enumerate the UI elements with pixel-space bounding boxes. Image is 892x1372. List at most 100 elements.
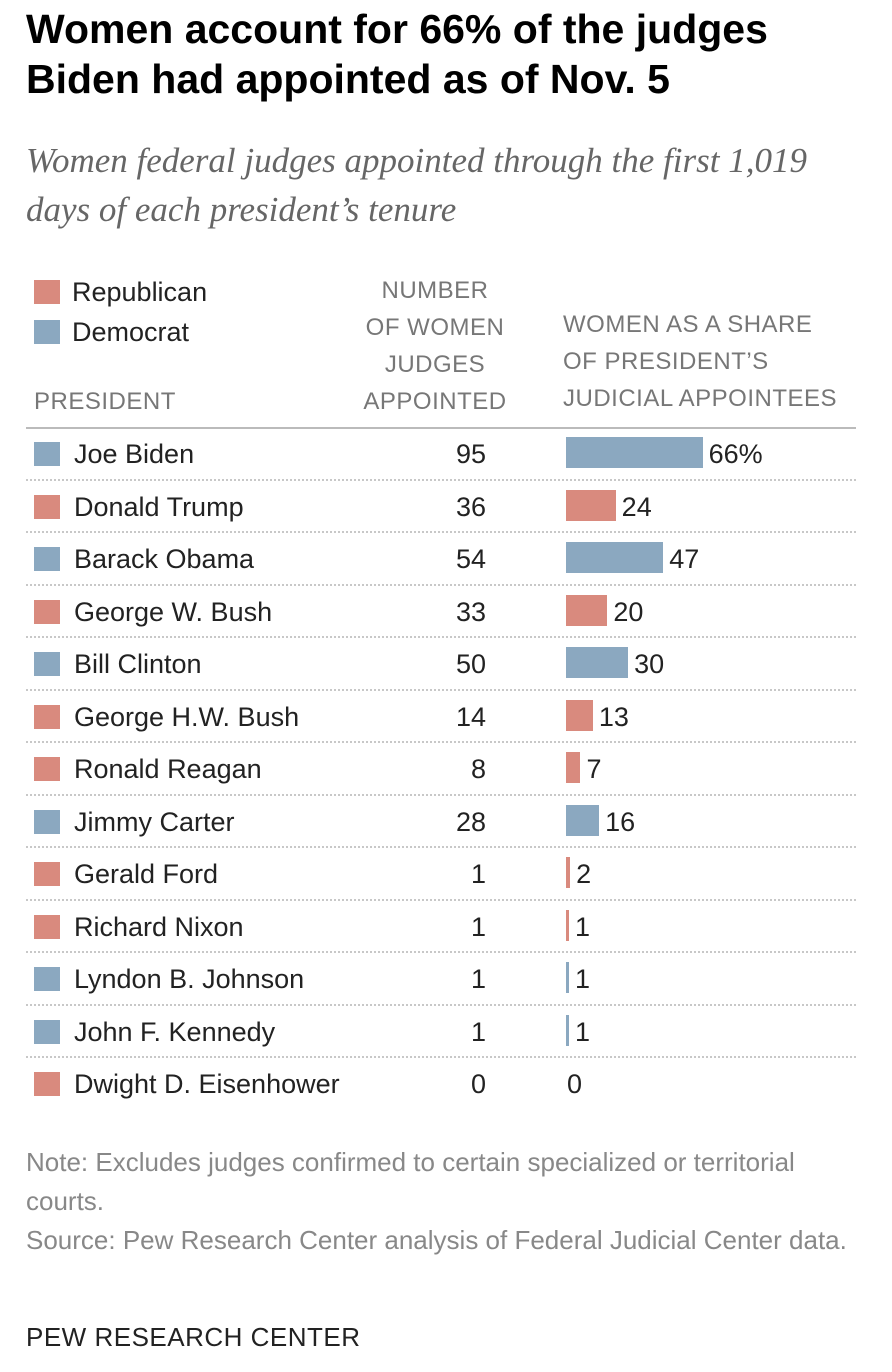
table-row: Richard Nixon 1 1 <box>26 901 856 953</box>
women-judges-count: 50 <box>455 649 486 679</box>
women-judges-count: 0 <box>470 1069 486 1099</box>
share-bar <box>566 804 600 836</box>
legend-swatch-republican <box>34 280 60 304</box>
share-bar <box>566 594 608 626</box>
women-judges-count: 1 <box>470 859 486 889</box>
president-name: Joe Biden <box>74 439 195 469</box>
table-row: Barack Obama 54 47 <box>26 533 856 586</box>
chart-rows: Joe Biden 95 66% Donald Trump 36 24 Barack Oba… <box>26 428 856 1111</box>
share-bar <box>566 909 569 941</box>
column-header-number-line: JUDGES <box>384 351 486 378</box>
women-judges-count: 8 <box>470 754 486 784</box>
president-name: George H.W. Bush <box>74 701 300 732</box>
share-value-label: 1 <box>575 964 591 994</box>
women-judges-count: 28 <box>455 806 486 837</box>
share-bar <box>566 647 629 678</box>
share-value-label: 20 <box>613 596 644 627</box>
table-row: Ronald Reagan 8 7 <box>26 743 856 796</box>
share-bar <box>566 542 664 573</box>
legend-label-democrat: Democrat <box>72 316 190 347</box>
women-judges-count: 1 <box>470 1016 486 1047</box>
column-header-share-line: WOMEN AS A SHARE <box>563 311 813 338</box>
share-bar <box>566 1014 569 1046</box>
president-name: Richard Nixon <box>74 911 244 942</box>
legend-item-republican: Republican <box>34 272 207 312</box>
share-bar <box>566 489 616 521</box>
president-name: Jimmy Carter <box>74 806 235 837</box>
president-name: Ronald Reagan <box>74 754 262 784</box>
share-value-label: 13 <box>598 701 629 732</box>
column-header-number-line: OF WOMEN <box>365 314 505 341</box>
party-swatch <box>34 862 60 886</box>
president-name: Barack Obama <box>74 544 255 574</box>
column-header-share-line: JUDICIAL APPOINTEES <box>563 385 838 412</box>
table-row: Dwight D. Eisenhower 0 0 <box>26 1058 856 1111</box>
women-judges-count: 1 <box>470 964 486 994</box>
table-row: Donald Trump 36 24 <box>26 481 856 533</box>
share-value-label: 1 <box>575 1016 591 1047</box>
column-header-number-line: NUMBER <box>381 277 489 304</box>
share-value-label: 16 <box>605 806 636 837</box>
party-swatch <box>34 757 60 781</box>
women-judges-count: 33 <box>455 596 486 627</box>
party-swatch <box>34 442 60 466</box>
chart-subtitle: Women federal judges appointed through t… <box>26 141 807 229</box>
party-swatch <box>34 494 60 519</box>
party-swatch <box>34 914 60 939</box>
share-value-label: 2 <box>576 859 592 889</box>
share-value-label: 1 <box>575 911 591 942</box>
share-value-label: 7 <box>586 754 602 784</box>
legend: Republican Democrat <box>34 272 207 352</box>
note-text: Note: Excludes judges confirmed to certa… <box>26 1147 795 1216</box>
legend-label-republican: Republican <box>72 276 208 307</box>
president-name: Lyndon B. Johnson <box>74 964 305 994</box>
chart-title: Women account for 66% of the judges Bide… <box>26 6 768 102</box>
header-divider <box>26 427 856 429</box>
legend-swatch-democrat <box>34 320 60 344</box>
share-value-label: 30 <box>634 649 665 679</box>
column-header-share: WOMEN AS A SHARE OF PRESIDENT’S JUDICIAL… <box>563 306 837 417</box>
president-name: John F. Kennedy <box>74 1016 276 1047</box>
source-text: Source: Pew Research Center analysis of … <box>26 1225 847 1255</box>
party-swatch <box>34 1072 60 1096</box>
share-value-label: 24 <box>621 491 652 522</box>
party-swatch <box>34 547 60 571</box>
column-header-number: NUMBER OF WOMEN JUDGES APPOINTED <box>350 272 520 420</box>
column-header-share-line: OF PRESIDENT’S <box>563 348 769 375</box>
table-row: Lyndon B. Johnson 1 1 <box>26 953 856 1006</box>
women-judges-count: 54 <box>455 544 486 574</box>
table-row: Joe Biden 95 66% <box>26 428 856 481</box>
share-value-label: 47 <box>669 544 700 574</box>
share-bar <box>566 962 569 993</box>
table-row: Jimmy Carter 28 16 <box>26 796 856 848</box>
column-header-number-line: APPOINTED <box>363 388 507 415</box>
party-swatch <box>34 1019 60 1044</box>
share-bar <box>566 857 571 888</box>
publisher-credit: PEW RESEARCH CENTER <box>26 1322 361 1352</box>
party-swatch <box>34 599 60 624</box>
women-judges-count: 1 <box>470 911 486 942</box>
share-bar <box>566 752 581 783</box>
share-bar <box>566 437 703 468</box>
table-row: George H.W. Bush 14 13 <box>26 691 856 743</box>
share-value-label: 66% <box>708 439 763 469</box>
table-row: Gerald Ford 1 2 <box>26 848 856 901</box>
party-swatch <box>34 809 60 834</box>
column-header-president: PRESIDENT <box>34 388 176 415</box>
women-judges-count: 95 <box>455 439 486 469</box>
president-name: George W. Bush <box>74 596 273 627</box>
women-judges-count: 36 <box>455 491 486 522</box>
party-swatch <box>34 967 60 991</box>
party-swatch <box>34 704 60 729</box>
chart-notes: Note: Excludes judges confirmed to certa… <box>26 1143 876 1260</box>
share-value-label: 0 <box>567 1069 583 1099</box>
share-bar <box>566 699 593 731</box>
women-judges-count: 14 <box>455 701 486 732</box>
president-name: Dwight D. Eisenhower <box>74 1069 340 1099</box>
president-name: Gerald Ford <box>74 859 219 889</box>
president-name: Bill Clinton <box>74 649 202 679</box>
table-row: George W. Bush 33 20 <box>26 586 856 638</box>
president-name: Donald Trump <box>74 491 244 522</box>
party-swatch <box>34 652 60 676</box>
table-row: John F. Kennedy 1 1 <box>26 1006 856 1058</box>
